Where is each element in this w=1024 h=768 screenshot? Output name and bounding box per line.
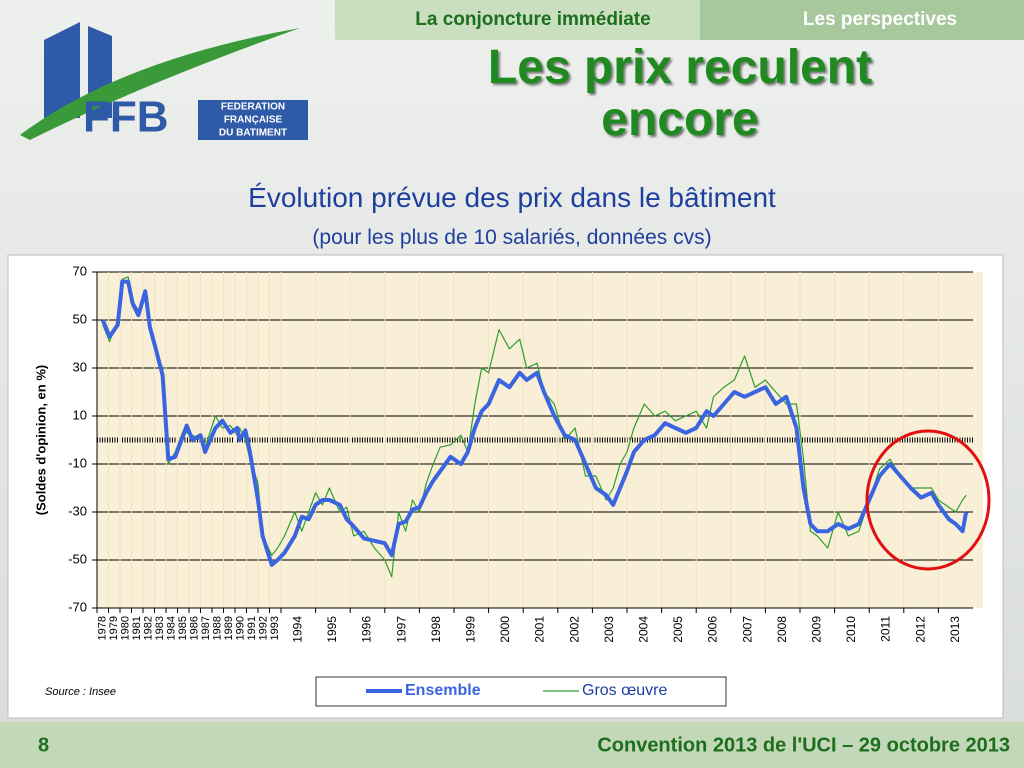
x-tick-label: 2009 [809,616,823,643]
x-tick-label: 1987 [200,616,212,640]
y-tick-label: 50 [73,311,87,326]
footer-bar [0,722,1024,768]
x-tick-label: 1998 [429,616,443,643]
logo-line: DU BATIMENT [219,128,287,139]
x-tick-label: 1989 [223,616,235,640]
x-tick-label: 2010 [844,616,858,643]
nav-next[interactable]: Les perspectives [803,9,957,30]
series-line [102,276,967,578]
y-tick-label: 10 [73,407,87,422]
logo-acronym: FFB [83,93,169,142]
page-number: 8 [38,734,49,756]
y-tick-label: -30 [68,503,87,518]
x-tick-label: 1988 [212,616,224,640]
x-tick-label: 2013 [948,616,962,643]
x-tick-label: 1994 [290,616,304,643]
x-tick-label: 2004 [636,616,650,643]
slide-title: Les prix reculent encore [487,41,873,146]
chart-title: Évolution prévue des prix dans le bâtime… [248,182,776,213]
x-tick-label: 2008 [775,616,789,643]
highlight-circle [865,429,991,571]
x-tick-label: 1985 [177,616,189,640]
x-tick-label: 1995 [325,616,339,643]
y-tick-label: -50 [68,551,87,566]
series-line [100,279,969,567]
x-tick-label: 1984 [166,616,178,640]
x-tick-label: 2001 [533,616,547,643]
x-tick-label: 2000 [498,616,512,643]
x-tick-label: 2002 [567,616,581,643]
x-tick-label: 1992 [258,616,270,640]
x-tick-label: 1997 [394,616,408,643]
legend-label: Ensemble [405,682,481,699]
chart-subtitle: (pour les plus de 10 salariés, données c… [312,226,712,249]
logo-line: FEDERATION [221,102,285,113]
x-tick-label: 2011 [879,616,893,642]
x-tick-label: 2003 [602,616,616,643]
x-tick-label: 2006 [706,616,720,643]
x-tick-label: 1983 [154,616,166,640]
x-tick-label: 2012 [913,616,927,643]
y-axis-label: (Soldes d'opinion, en %) [33,365,48,515]
footer-text: Convention 2013 de l'UCI – 29 octobre 20… [597,734,1010,756]
x-tick-label: 1996 [360,616,374,643]
logo: FFB FEDERATION FRANÇAISE DU BATIMENT [20,22,308,142]
x-tick-label: 2005 [671,616,685,643]
y-tick-label: 70 [73,263,87,278]
x-tick-label: 1979 [108,616,120,640]
y-tick-label: -70 [68,599,87,614]
x-tick-label: 1980 [120,616,132,640]
x-tick-label: 1978 [97,616,109,640]
nav-current[interactable]: La conjoncture immédiate [415,9,650,30]
nav-tab[interactable] [700,0,1024,40]
x-tick-label: 1993 [269,616,281,640]
source: Source : Insee [45,686,116,698]
x-tick-label: 1991 [246,616,258,640]
x-tick-label: 1990 [235,616,247,640]
x-tick-label: 2007 [740,616,754,643]
x-tick-label: 1982 [143,616,155,640]
legend-label: Gros œuvre [582,682,667,699]
logo-line: FRANÇAISE [224,115,283,126]
x-tick-label: 1986 [189,616,201,640]
x-tick-label: 1999 [463,616,477,643]
x-tick-label: 1981 [131,616,143,640]
y-tick-label: -10 [68,455,87,470]
y-tick-label: 30 [73,359,87,374]
